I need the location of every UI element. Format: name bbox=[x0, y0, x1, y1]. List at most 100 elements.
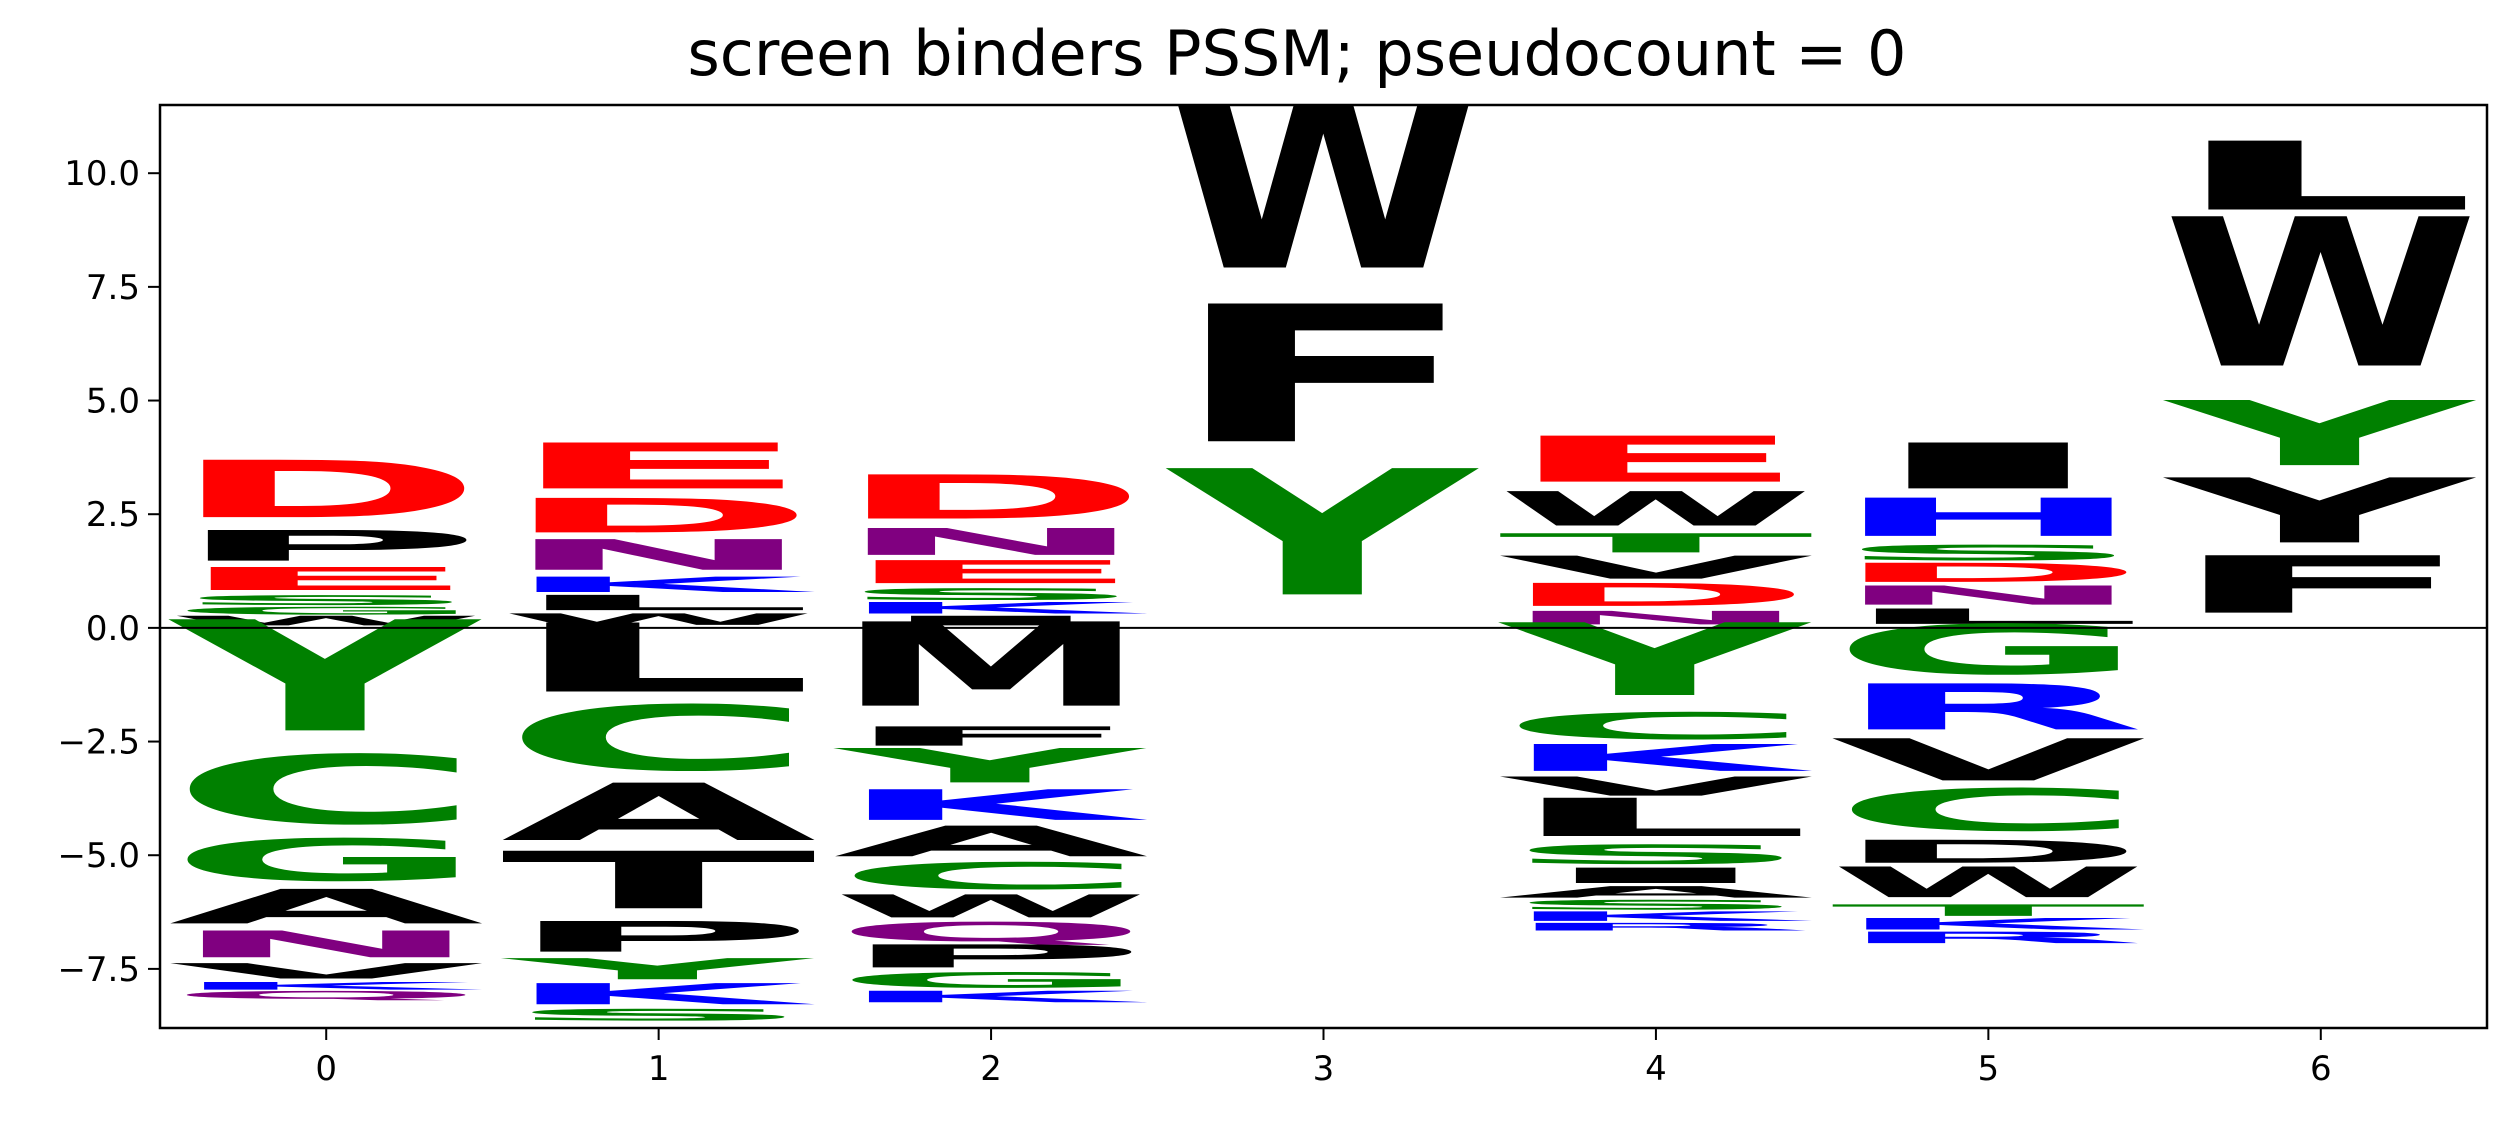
logo-letter-r-pos5-n8: R bbox=[1830, 929, 2146, 947]
logo-letter-p-pos1-n4: P bbox=[501, 913, 817, 962]
y-axis: −7.5 −5.0 −2.5 0.0 2.5 5.0 7.5 10.0 bbox=[57, 154, 160, 990]
logo-letter-d-pos5-n4: D bbox=[1830, 833, 2146, 870]
logo-letter-n-pos1-p3: N bbox=[501, 531, 817, 580]
logo-letter-s-pos5-p3: S bbox=[1830, 541, 2146, 565]
logo-letter-c-pos4-n1: C bbox=[1498, 705, 1814, 748]
logo-letter-i-pos4-n6: I bbox=[1498, 863, 1814, 887]
logo-letter-g-pos0-p1: G bbox=[168, 605, 484, 617]
y-tick-label: −5.0 bbox=[57, 836, 140, 876]
logo-letter-w-pos0-p0: W bbox=[168, 613, 484, 628]
y-tick-label: −7.5 bbox=[57, 950, 140, 990]
logo-letter-y-pos3-p0: Y bbox=[1163, 433, 1479, 635]
logo-letter-k-pos4-n2: K bbox=[1498, 737, 1815, 780]
y-tick-label: −2.5 bbox=[57, 723, 140, 763]
logo-letter-k-pos4-n9: K bbox=[1498, 909, 1815, 924]
logo-letter-s-pos1-n7: S bbox=[501, 1006, 817, 1024]
logo-letter-c-pos5-n3: C bbox=[1830, 777, 2146, 844]
y-tick-label: 7.5 bbox=[86, 268, 140, 308]
logo-letter-k-pos2-n3: K bbox=[833, 781, 1150, 830]
logo-letter-t-pos4-p3: T bbox=[1498, 528, 1816, 559]
y-tick-label: 5.0 bbox=[86, 382, 140, 422]
y-tick-label: 2.5 bbox=[86, 495, 140, 535]
logo-letter-q-pos2-n7: Q bbox=[833, 917, 1149, 948]
logo-letter-r-pos5-n1: R bbox=[1830, 671, 2146, 744]
x-tick-label: 0 bbox=[315, 1049, 337, 1089]
logo-letter-f-pos2-n1: F bbox=[833, 721, 1149, 752]
logo-letter-a-pos2-n4: A bbox=[833, 817, 1152, 866]
logo-letter-t-pos1-n3: T bbox=[501, 835, 819, 927]
x-tick-label: 6 bbox=[2310, 1049, 2332, 1089]
logo-letter-v-pos0-n5: V bbox=[168, 959, 487, 983]
logo-letter-k-pos5-n7: K bbox=[1830, 915, 2147, 933]
logo-letter-d-pos0-p5: D bbox=[168, 444, 484, 536]
x-tick-label: 1 bbox=[648, 1049, 670, 1089]
logo-letter-t-pos5-n6: T bbox=[1830, 901, 2148, 919]
logo-letter-y-pos1-n5: Y bbox=[498, 953, 814, 987]
logo-letter-p-pos0-p4: P bbox=[168, 522, 484, 571]
logo-letter-m-pos2-n0: M bbox=[833, 599, 1149, 733]
logo-glyphs: WGSEPDYCGANVKQWLKNDELCATPYKSIKSENDMFYKAC… bbox=[166, 44, 2479, 1024]
logo-letter-v-pos5-n2: V bbox=[1830, 727, 2149, 794]
logo-letter-w-pos5-n5: W bbox=[1830, 858, 2146, 907]
logo-letter-g-pos5-n0: G bbox=[1830, 611, 2146, 690]
logo-letter-k-pos0-n6: K bbox=[168, 980, 485, 992]
x-tick-label: 3 bbox=[1313, 1049, 1335, 1089]
logo-letter-y-pos6-p2: Y bbox=[2161, 382, 2477, 486]
logo-letter-i-pos5-p5: I bbox=[1830, 430, 2146, 503]
logo-letter-n-pos0-n4: N bbox=[168, 923, 484, 966]
logo-letter-s-pos2-p2: S bbox=[833, 585, 1149, 603]
logo-letter-p-pos2-n8: P bbox=[833, 938, 1149, 975]
logo-letter-l-pos1-n0: L bbox=[501, 604, 817, 714]
logo-letter-d-pos2-p5: D bbox=[833, 463, 1149, 533]
logo-letter-c-pos1-n1: C bbox=[501, 687, 817, 791]
logo-letter-e-pos4-p5: E bbox=[1498, 423, 1814, 496]
logo-letter-y-pos0-n0: Y bbox=[166, 589, 482, 766]
logo-letter-n-pos4-p0: N bbox=[1498, 607, 1814, 628]
logo-letter-e-pos2-p3: E bbox=[833, 554, 1149, 591]
chart-title: screen binders PSSM; pseudocount = 0 bbox=[688, 17, 1907, 90]
logo-letter-f-pos3-p1: F bbox=[1166, 266, 1482, 486]
logo-letter-c-pos0-n1: C bbox=[168, 736, 484, 846]
logo-letter-w-pos4-p4: W bbox=[1498, 482, 1814, 537]
x-tick-label: 2 bbox=[980, 1049, 1002, 1089]
y-tick-label: 0.0 bbox=[86, 609, 140, 649]
logo-letter-n-pos2-p4: N bbox=[833, 521, 1149, 564]
x-tick-label: 5 bbox=[1978, 1049, 2000, 1089]
logo-letter-y-pos4-n0: Y bbox=[1496, 603, 1812, 719]
x-axis: 0 1 2 3 4 5 6 bbox=[315, 1028, 2332, 1089]
logo-letter-l-pos5-p0: L bbox=[1830, 604, 2146, 628]
logo-letter-k-pos1-n6: K bbox=[501, 977, 818, 1011]
logo-letter-e-pos1-p5: E bbox=[501, 430, 817, 503]
logo-letter-g-pos2-n9: G bbox=[833, 968, 1149, 992]
logo-letter-d-pos5-p2: D bbox=[1830, 558, 2146, 589]
logo-letter-l-pos4-n4: L bbox=[1498, 787, 1814, 848]
logo-letter-h-pos5-p4: H bbox=[1830, 487, 2146, 548]
logo-letter-y-pos2-n2: Y bbox=[831, 739, 1147, 794]
logo-letter-w-pos3-p2: W bbox=[1166, 44, 1482, 325]
logo-letter-i-pos2-p0: I bbox=[833, 613, 1149, 628]
logo-letter-a-pos1-n2: A bbox=[501, 767, 820, 859]
y-tick-label: 10.0 bbox=[64, 154, 140, 194]
logo-letter-l-pos6-p4: L bbox=[2163, 122, 2479, 232]
logo-letter-c-pos2-n5: C bbox=[833, 855, 1149, 898]
logo-letter-s-pos4-n5: S bbox=[1498, 840, 1814, 871]
logo-letter-n-pos5-p1: N bbox=[1830, 580, 2146, 611]
logo-letter-g-pos0-n2: G bbox=[168, 827, 484, 894]
logo-letter-d-pos4-p1: D bbox=[1498, 577, 1814, 614]
logo-letter-l-pos1-p1: L bbox=[501, 591, 817, 615]
logo-letter-v-pos4-n3: V bbox=[1498, 771, 1817, 802]
logo-letter-w-pos6-p3: W bbox=[2163, 175, 2479, 414]
logo-letter-y-pos6-p1: Y bbox=[2161, 459, 2477, 563]
logo-letter-w-pos2-n6: W bbox=[833, 888, 1149, 925]
logo-letter-k-pos1-p2: K bbox=[501, 573, 818, 597]
logo-letter-e-pos0-p3: E bbox=[168, 561, 484, 598]
logo-letter-q-pos0-n7: Q bbox=[168, 989, 484, 1001]
logo-letter-a-pos0-n3: A bbox=[168, 880, 487, 935]
logo-letter-a-pos4-n7: A bbox=[1498, 883, 1817, 901]
logo-letter-k-pos2-n10: K bbox=[833, 988, 1150, 1006]
logo-letter-r-pos4-n10: R bbox=[1498, 921, 1814, 933]
logo-letter-w-pos1-p0: W bbox=[501, 610, 817, 628]
logo-letter-k-pos2-p1: K bbox=[833, 599, 1150, 617]
logo-letter-d-pos1-p4: D bbox=[501, 488, 817, 543]
